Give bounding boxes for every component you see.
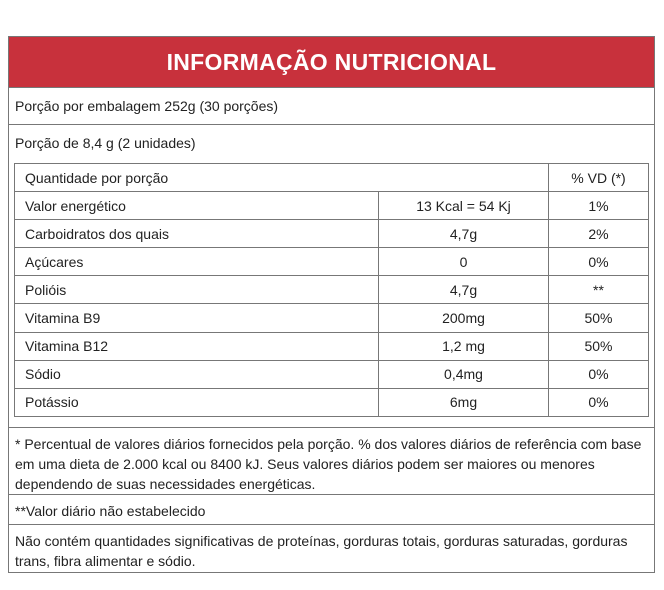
table-row: Vitamina B12 1,2 mg 50% (14, 331, 649, 361)
header-quantity: Quantidade por porção (14, 162, 549, 193)
table-header-row: Quantidade por porção % VD (*) (14, 162, 649, 193)
table-row: Vitamina B9 200mg 50% (14, 303, 649, 333)
nutrient-name: Valor energético (14, 191, 379, 221)
nutrient-vd: 2% (548, 219, 649, 249)
footnote-daily-values: * Percentual de valores diários fornecid… (9, 427, 654, 494)
nutrient-amount: 0,4mg (378, 359, 549, 389)
nutrient-vd: 50% (548, 331, 649, 361)
nutrient-vd: ** (548, 275, 649, 305)
nutrient-amount: 4,7g (378, 219, 549, 249)
nutrient-name: Vitamina B9 (14, 303, 379, 333)
nutrition-table: Quantidade por porção % VD (*) Valor ene… (14, 162, 649, 417)
table-row: Valor energético 13 Kcal = 54 Kj 1% (14, 191, 649, 221)
footnote-not-established: **Valor diário não estabelecido (9, 494, 654, 524)
portions-per-package: Porção por embalagem 252g (30 porções) (9, 87, 654, 124)
nutrient-vd: 50% (548, 303, 649, 333)
header-vd: % VD (*) (548, 162, 649, 193)
nutrition-facts-label: INFORMAÇÃO NUTRICIONAL Porção por embala… (8, 36, 655, 573)
nutrient-name: Potássio (14, 387, 379, 417)
table-row: Açúcares 0 0% (14, 247, 649, 277)
nutrient-vd: 1% (548, 191, 649, 221)
nutrient-vd: 0% (548, 387, 649, 417)
table-row: Polióis 4,7g ** (14, 275, 649, 305)
table-row: Carboidratos dos quais 4,7g 2% (14, 219, 649, 249)
nutrient-amount: 6mg (378, 387, 549, 417)
nutrient-name: Açúcares (14, 247, 379, 277)
nutrient-amount: 13 Kcal = 54 Kj (378, 191, 549, 221)
table-row: Potássio 6mg 0% (14, 387, 649, 417)
portion-size: Porção de 8,4 g (2 unidades) (9, 124, 654, 160)
nutrient-amount: 1,2 mg (378, 331, 549, 361)
nutrient-name: Sódio (14, 359, 379, 389)
nutrient-amount: 200mg (378, 303, 549, 333)
nutrient-name: Vitamina B12 (14, 331, 379, 361)
nutrient-vd: 0% (548, 247, 649, 277)
label-title: INFORMAÇÃO NUTRICIONAL (9, 37, 654, 87)
nutrient-amount: 0 (378, 247, 549, 277)
nutrient-name: Carboidratos dos quais (14, 219, 379, 249)
table-row: Sódio 0,4mg 0% (14, 359, 649, 389)
nutrient-amount: 4,7g (378, 275, 549, 305)
nutrient-name: Polióis (14, 275, 379, 305)
nutrient-vd: 0% (548, 359, 649, 389)
footnote-insignificant: Não contém quantidades significativas de… (9, 524, 654, 572)
